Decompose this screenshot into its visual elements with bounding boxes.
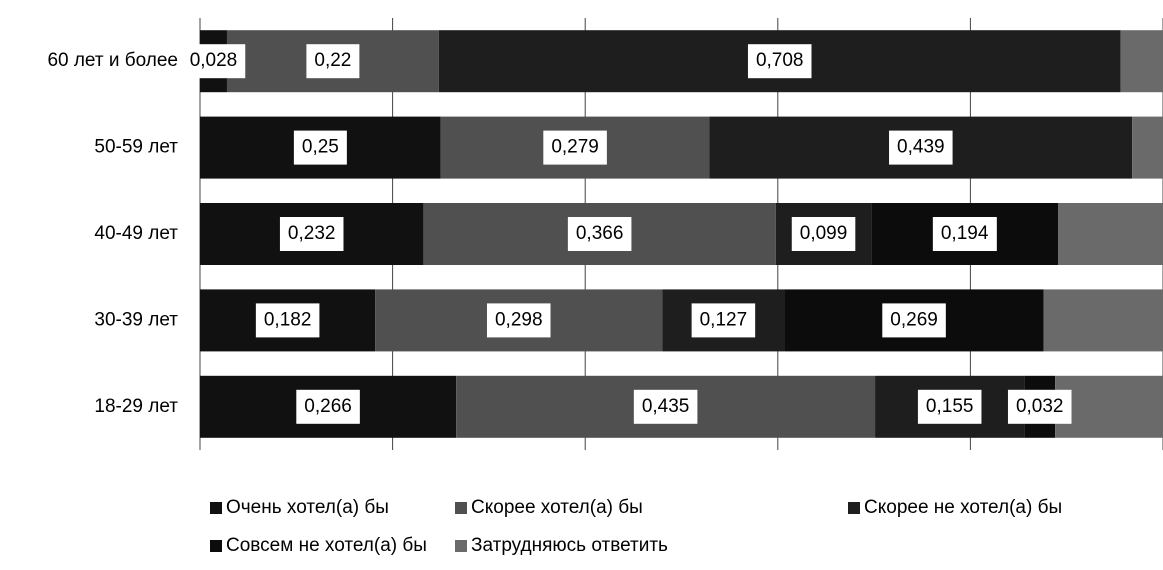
bar-segment [1058, 203, 1163, 265]
data-label-box [306, 44, 360, 79]
data-label-box [1007, 389, 1072, 424]
data-label-text: 0,439 [897, 137, 945, 158]
data-label-text: 0,127 [700, 309, 748, 330]
y-tick-label: 50-59 лет [94, 137, 178, 158]
data-label: 0,708 [747, 44, 812, 79]
legend-label: Скорее не хотел(а) бы [864, 497, 1062, 518]
legend-label: Скорее хотел(а) бы [471, 497, 643, 518]
data-label-box [293, 130, 347, 165]
y-tick-label: 30-39 лет [94, 309, 178, 330]
data-label: 0,032 [1007, 389, 1072, 424]
data-label-box [486, 303, 551, 338]
data-label-box [882, 303, 946, 338]
legend-swatch [455, 502, 467, 514]
bar-segment [1132, 116, 1163, 179]
data-label-text: 0,099 [800, 223, 848, 244]
data-label: 0,439 [889, 130, 953, 165]
bar-segment [1043, 289, 1163, 352]
data-label: 0,182 [255, 303, 320, 338]
data-label: 0,269 [882, 303, 946, 338]
data-label-box [791, 217, 856, 251]
data-label: 0,25 [293, 130, 347, 165]
data-label: 0,279 [543, 130, 607, 165]
data-label: 0,266 [296, 389, 360, 424]
data-label-box [181, 44, 246, 79]
data-label-box [917, 389, 982, 424]
data-label: 0,366 [567, 217, 632, 251]
legend-label: Очень хотел(а) бы [226, 497, 389, 518]
data-label-box [279, 217, 344, 251]
data-label-box [932, 217, 997, 251]
data-label-text: 0,366 [576, 223, 624, 244]
bar-segment [1055, 375, 1163, 438]
data-label-text: 0,298 [495, 309, 543, 330]
data-label: 0,298 [486, 303, 551, 338]
data-label-box [691, 303, 756, 338]
data-label-text: 0,194 [941, 223, 989, 244]
data-label-text: 0,182 [264, 309, 312, 330]
data-label-box [567, 217, 632, 251]
data-label: 0,232 [279, 217, 344, 251]
data-label: 0,028 [181, 44, 246, 79]
data-label-text: 0,032 [1016, 396, 1064, 417]
data-label-text: 0,269 [890, 309, 938, 330]
data-label: 0,155 [917, 389, 982, 424]
data-label-box [296, 389, 360, 424]
legend-swatch [210, 540, 222, 552]
data-label: 0,22 [306, 44, 360, 79]
data-label-text: 0,25 [302, 137, 339, 158]
legend-swatch [455, 540, 467, 552]
data-label-box [633, 389, 698, 424]
data-label-text: 0,708 [756, 50, 804, 71]
data-label: 0,099 [791, 217, 856, 251]
data-label-text: 0,232 [288, 223, 336, 244]
data-label-text: 0,028 [190, 50, 238, 71]
data-label-text: 0,279 [551, 137, 599, 158]
y-tick-label: 60 лет и более [47, 50, 178, 71]
data-label-box [543, 130, 607, 165]
data-label-box [747, 44, 812, 79]
data-label-box [889, 130, 953, 165]
legend-label: Совсем не хотел(а) бы [226, 535, 427, 556]
data-label-text: 0,266 [304, 396, 352, 417]
y-tick-label: 18-29 лет [94, 396, 178, 417]
data-label-box [255, 303, 320, 338]
legend-label: Затрудняюсь ответить [471, 535, 668, 556]
y-tick-label: 40-49 лет [94, 223, 178, 244]
data-label-text: 0,22 [314, 50, 351, 71]
data-label: 0,127 [691, 303, 756, 338]
data-label-text: 0,435 [642, 396, 690, 417]
bar-segment [1120, 30, 1163, 93]
data-label: 0,194 [932, 217, 997, 251]
legend-swatch [210, 502, 222, 514]
data-label: 0,435 [633, 389, 698, 424]
data-label-text: 0,155 [926, 396, 974, 417]
legend-swatch [848, 502, 860, 514]
